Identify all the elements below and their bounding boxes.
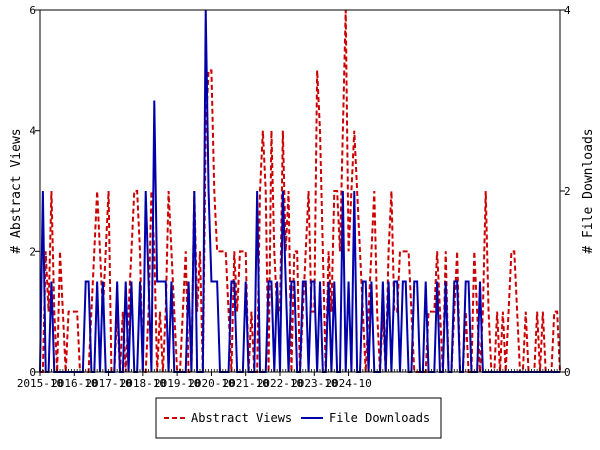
x-tick-label: 2017-10 (85, 377, 131, 390)
legend-label-abstract-views: Abstract Views (191, 411, 292, 425)
y-tick-label: 6 (29, 4, 36, 17)
y2-axis-title: # File Downloads (581, 128, 596, 253)
y2-tick-label: 4 (564, 4, 571, 17)
x-tick-label: 2015-10 (17, 377, 63, 390)
legend-label-file-downloads: File Downloads (329, 411, 430, 425)
legend: Abstract Views File Downloads (155, 397, 442, 439)
y-axis-ticks: 0 2 4 6 (29, 4, 40, 379)
y-axis-title: # Abstract Views (9, 128, 24, 253)
x-tick-label: 2016-10 (51, 377, 97, 390)
x-tick-label: 2019-10 (154, 377, 200, 390)
y2-tick-label: 2 (564, 185, 571, 198)
x-tick-label: 2022-10 (257, 377, 303, 390)
y-tick-label: 0 (29, 366, 36, 379)
x-axis-ticks: 2015-102016-102017-102018-102019-102020-… (17, 369, 561, 390)
y-tick-label: 2 (29, 245, 36, 258)
y2-axis-ticks: 0 2 4 (560, 4, 571, 379)
x-tick-label: 2024-10 (325, 377, 371, 390)
x-tick-label: 2018-10 (120, 377, 166, 390)
y2-tick-label: 0 (564, 366, 571, 379)
x-tick-label: 2021-10 (223, 377, 269, 390)
x-tick-label: 2020-10 (188, 377, 234, 390)
y-tick-label: 4 (29, 125, 36, 138)
x-tick-label: 2023-10 (291, 377, 337, 390)
legend-box (155, 397, 442, 439)
